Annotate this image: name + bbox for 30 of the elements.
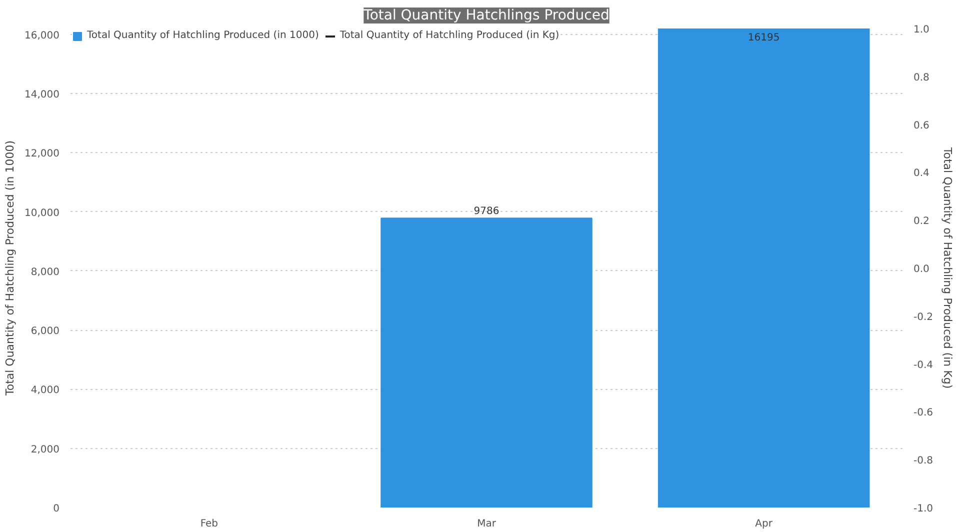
y-tick-label: 8,000 xyxy=(30,266,60,278)
y2-tick-label: -0.6 xyxy=(914,408,934,419)
data-label: 9786 xyxy=(474,206,500,218)
y-tick-label: 6,000 xyxy=(30,326,60,338)
y2-tick-label: 1.0 xyxy=(914,24,930,36)
y2-tick-label: -0.2 xyxy=(914,312,934,323)
y-tick-label: 12,000 xyxy=(24,148,60,160)
y-tick-label: 10,000 xyxy=(24,208,60,219)
y2-tick-label: -0.4 xyxy=(914,360,934,371)
legend-label: Total Quantity of Hatchling Produced (in Kg) xyxy=(340,30,560,41)
y-tick-label: 2,000 xyxy=(30,444,60,456)
y2-tick-label: -1.0 xyxy=(914,504,934,514)
y-tick-label: 0 xyxy=(53,504,60,514)
y2-tick-label: 0.0 xyxy=(914,264,930,275)
x-tick-label: Apr xyxy=(755,518,774,530)
y2-tick-label: -0.8 xyxy=(914,456,934,467)
y-tick-label: 16,000 xyxy=(24,30,60,42)
y2-tick-label: 0.2 xyxy=(914,216,930,228)
y-axis-title: Total Quantity of Hatchling Produced (in 1000) xyxy=(4,140,17,397)
x-tick-label: Feb xyxy=(200,518,218,530)
legend-label: Total Quantity of Hatchling Produced (in 1000) xyxy=(87,30,319,41)
y2-tick-label: 0.6 xyxy=(914,120,930,132)
y-tick-label: 14,000 xyxy=(24,90,60,101)
chart-title: Total Quantity Hatchlings Produced xyxy=(362,8,610,24)
y2-tick-label: 0.4 xyxy=(914,168,930,180)
data-label: 16195 xyxy=(748,32,780,44)
y2-tick-label: 0.8 xyxy=(914,72,930,84)
x-tick-label: Mar xyxy=(477,518,497,530)
y2-axis-title: Total Quantity of Hatchling Produced (in Kg) xyxy=(941,146,954,389)
y-tick-label: 4,000 xyxy=(30,385,60,396)
